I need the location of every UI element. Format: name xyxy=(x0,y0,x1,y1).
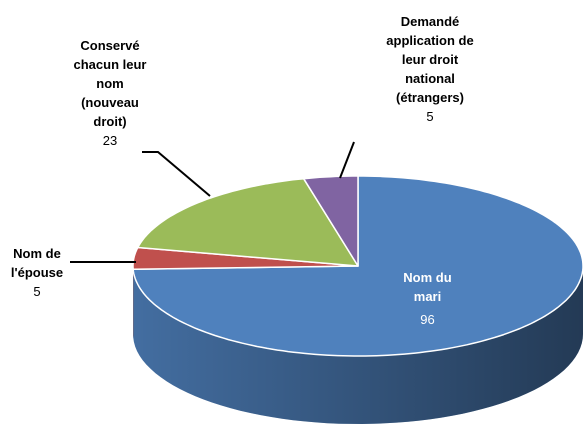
slice-label: Conservé chacun leur nom (nouveau droit)… xyxy=(66,36,154,150)
value-label: 23 xyxy=(102,133,118,148)
category-label: Conservé chacun leur nom (nouveau droit) xyxy=(73,38,147,129)
category-label: Nom du mari xyxy=(403,270,452,304)
leader-line xyxy=(142,151,211,197)
slice-label: Demandé application de leur droit nation… xyxy=(378,12,482,126)
slice xyxy=(302,175,359,267)
slice-side-shade xyxy=(133,266,583,424)
slice xyxy=(137,177,359,267)
slice-label: Nom du mari 96 xyxy=(390,268,465,329)
value-label: 5 xyxy=(33,284,41,299)
category-label: Demandé application de leur droit nation… xyxy=(386,14,474,105)
leader-line xyxy=(339,141,355,179)
value-label: 5 xyxy=(426,109,434,124)
slice xyxy=(132,246,359,271)
category-label: Nom de l'épouse xyxy=(10,246,64,280)
value-label: 96 xyxy=(420,312,435,327)
slice-label: Nom de l'épouse 5 xyxy=(6,244,68,301)
